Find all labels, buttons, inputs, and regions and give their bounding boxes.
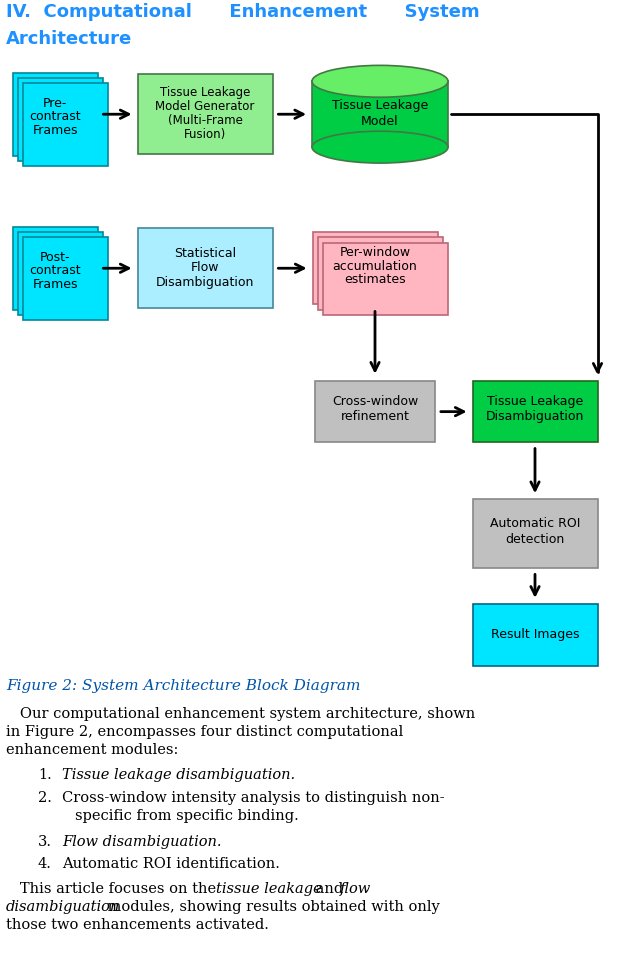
FancyBboxPatch shape [312, 232, 438, 304]
Text: Disambiguation: Disambiguation [156, 276, 254, 289]
Ellipse shape [312, 132, 448, 163]
Text: in Figure 2, encompasses four distinct computational: in Figure 2, encompasses four distinct c… [6, 724, 403, 739]
Text: Flow disambiguation.: Flow disambiguation. [62, 835, 221, 848]
Text: 1.: 1. [38, 768, 52, 782]
FancyBboxPatch shape [472, 381, 598, 443]
Text: IV.  Computational      Enhancement      System: IV. Computational Enhancement System [6, 3, 479, 21]
Text: (Multi-Frame: (Multi-Frame [168, 114, 243, 127]
Text: Tissue Leakage: Tissue Leakage [332, 99, 428, 112]
Text: enhancement modules:: enhancement modules: [6, 743, 179, 757]
FancyBboxPatch shape [323, 243, 447, 315]
FancyBboxPatch shape [138, 74, 273, 154]
FancyBboxPatch shape [472, 604, 598, 666]
Bar [312, 81, 448, 147]
FancyBboxPatch shape [472, 499, 598, 568]
Text: 4.: 4. [38, 857, 52, 872]
Text: tissue leakage: tissue leakage [216, 881, 322, 895]
Text: Automatic ROI: Automatic ROI [490, 517, 580, 529]
Text: Flow: Flow [191, 260, 220, 274]
Text: Cross-window intensity analysis to distinguish non-: Cross-window intensity analysis to disti… [62, 791, 445, 804]
Text: Model: Model [361, 115, 399, 128]
Text: Tissue Leakage: Tissue Leakage [487, 395, 583, 408]
Text: Frames: Frames [32, 278, 77, 291]
Text: those two enhancements activated.: those two enhancements activated. [6, 917, 269, 931]
Text: and: and [311, 881, 348, 895]
FancyBboxPatch shape [22, 84, 108, 167]
Text: accumulation: accumulation [333, 259, 417, 273]
FancyBboxPatch shape [317, 238, 442, 310]
Text: Cross-window: Cross-window [332, 395, 418, 408]
FancyBboxPatch shape [138, 228, 273, 308]
FancyBboxPatch shape [13, 227, 97, 310]
Text: 3.: 3. [38, 835, 52, 848]
Text: This article focuses on the: This article focuses on the [6, 881, 221, 895]
Text: specific from specific binding.: specific from specific binding. [75, 808, 299, 823]
Text: Frames: Frames [32, 124, 77, 136]
Text: Tissue Leakage: Tissue Leakage [160, 87, 250, 99]
Text: disambiguation: disambiguation [6, 900, 120, 914]
Text: Statistical: Statistical [174, 247, 236, 260]
Text: Figure 2: System Architecture Block Diagram: Figure 2: System Architecture Block Diag… [6, 679, 360, 693]
FancyBboxPatch shape [17, 232, 102, 315]
Text: Per-window: Per-window [339, 246, 411, 258]
Text: Our computational enhancement system architecture, shown: Our computational enhancement system arc… [6, 707, 476, 721]
Text: Tissue leakage disambiguation.: Tissue leakage disambiguation. [62, 768, 295, 782]
Text: modules, showing results obtained with only: modules, showing results obtained with o… [103, 900, 440, 914]
FancyBboxPatch shape [13, 73, 97, 156]
Text: Result Images: Result Images [491, 628, 579, 642]
Text: Architecture: Architecture [6, 30, 132, 48]
Text: estimates: estimates [344, 273, 406, 287]
Text: flow: flow [340, 881, 371, 895]
FancyBboxPatch shape [315, 381, 435, 443]
Text: Pre-: Pre- [43, 98, 67, 110]
Text: Disambiguation: Disambiguation [486, 410, 584, 423]
Text: refinement: refinement [340, 410, 410, 423]
Text: Automatic ROI identification.: Automatic ROI identification. [62, 857, 280, 872]
Text: detection: detection [506, 532, 564, 546]
Text: 2.: 2. [38, 791, 52, 804]
FancyBboxPatch shape [17, 78, 102, 161]
Text: contrast: contrast [29, 110, 81, 123]
Text: Post-: Post- [40, 252, 70, 264]
Text: Fusion): Fusion) [184, 128, 226, 141]
Text: Model Generator: Model Generator [156, 100, 255, 113]
Ellipse shape [312, 65, 448, 98]
FancyBboxPatch shape [22, 238, 108, 321]
Text: contrast: contrast [29, 264, 81, 277]
